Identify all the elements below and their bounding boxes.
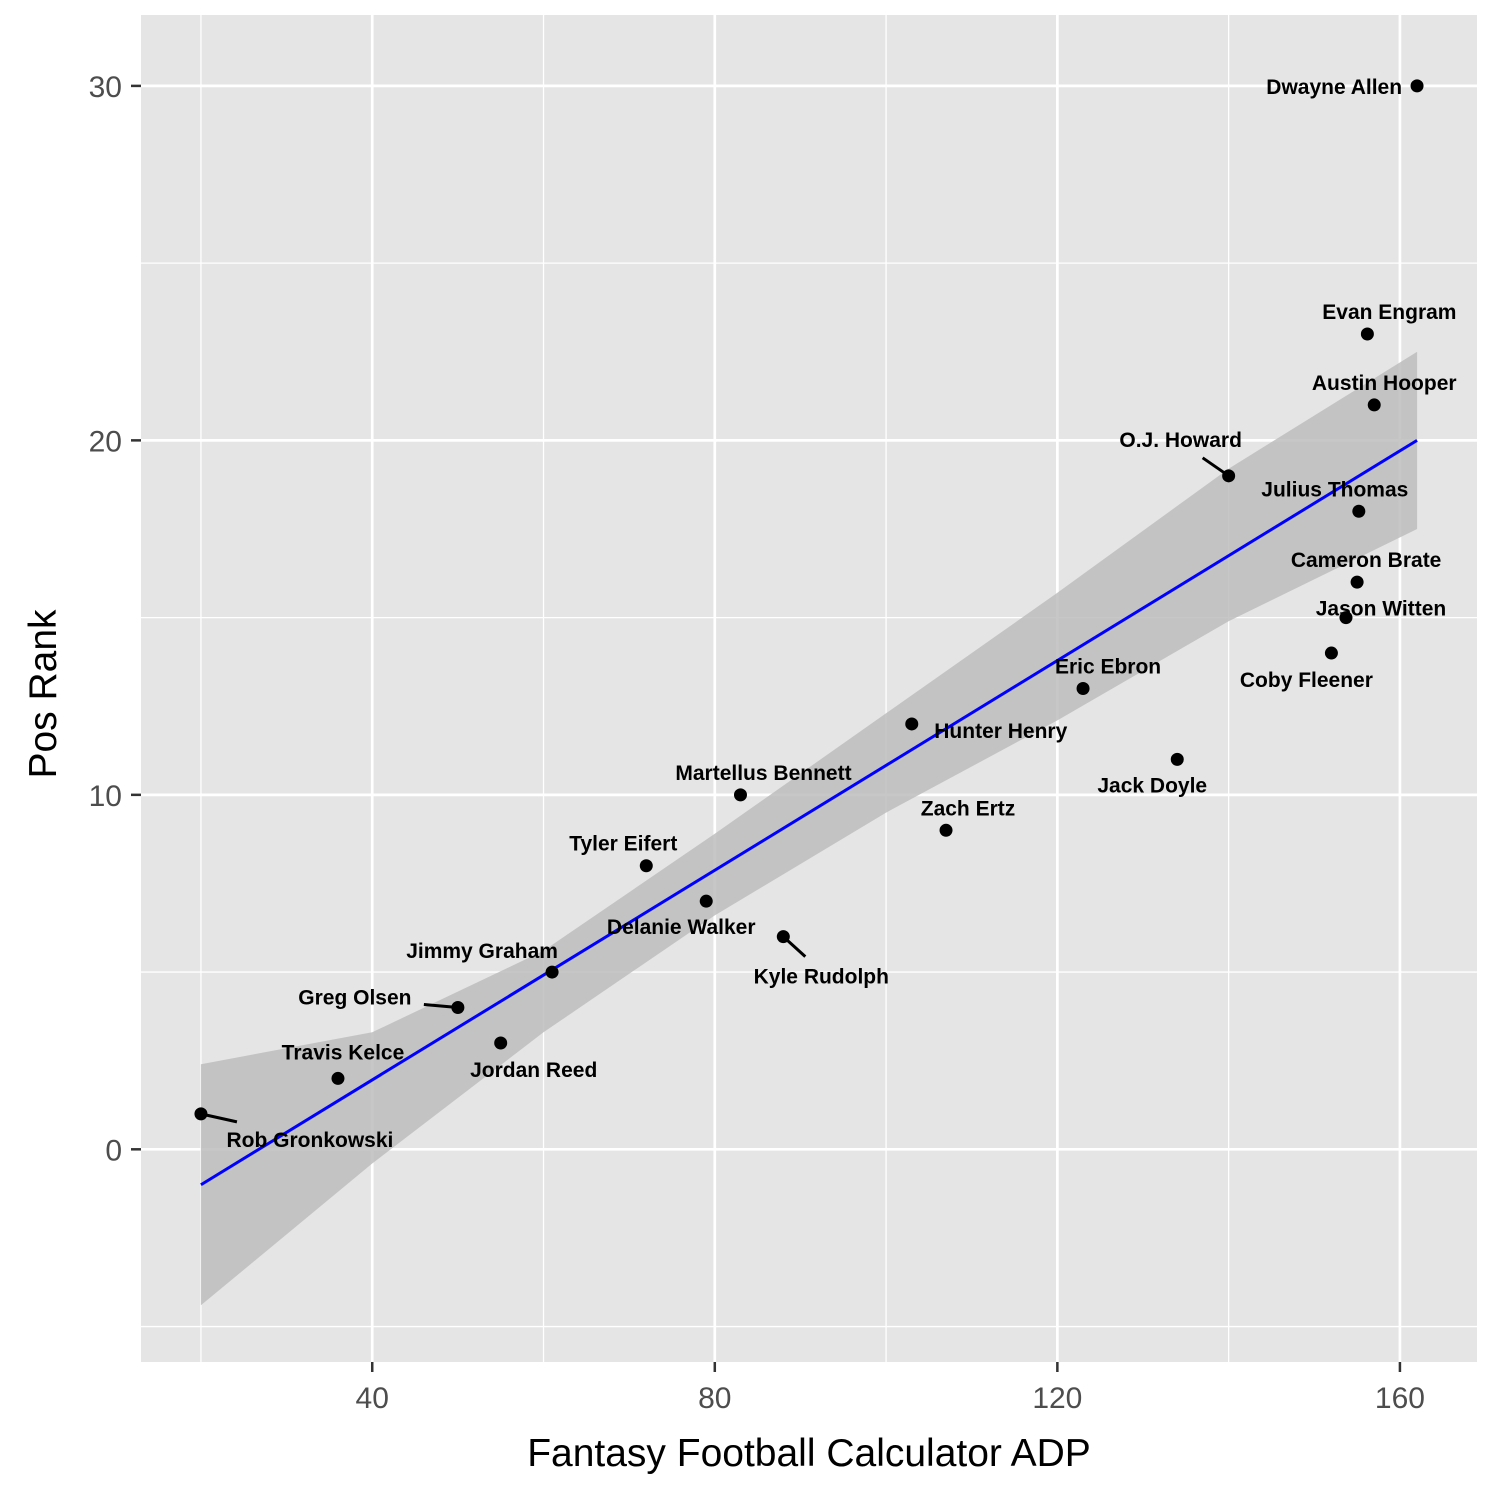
point-label: Tyler Eifert (569, 833, 677, 856)
point-label: Julius Thomas (1261, 478, 1408, 501)
data-point (1360, 327, 1374, 341)
y-tick-label: 20 (89, 425, 122, 458)
data-point (1352, 504, 1366, 518)
data-point (639, 859, 653, 873)
x-tick-label: 120 (1032, 1382, 1082, 1415)
x-axis: 40 80 120 160 (356, 1362, 1425, 1415)
data-point (905, 717, 919, 731)
point-label: Greg Olsen (298, 987, 411, 1010)
data-point (1076, 682, 1090, 695)
x-tick-label: 160 (1375, 1382, 1425, 1415)
data-point (699, 894, 713, 908)
confidence-band-area (200, 351, 1418, 1306)
data-point (1170, 752, 1184, 766)
y-tick-label: 30 (89, 71, 122, 104)
data-point (1339, 611, 1353, 625)
data-point (1410, 79, 1424, 93)
data-point (494, 1036, 508, 1050)
point-label: Austin Hooper (1312, 372, 1457, 395)
confidence-band (200, 351, 1418, 1306)
point-label: Hunter Henry (934, 720, 1067, 743)
point-label: O.J. Howard (1119, 429, 1242, 452)
point-label: Cameron Brate (1291, 549, 1442, 572)
y-tick-label: 10 (89, 780, 122, 813)
point-label: Rob Gronkowski (227, 1129, 394, 1152)
data-point (776, 930, 790, 944)
data-point (194, 1107, 208, 1121)
x-tick-label: 80 (698, 1382, 731, 1415)
regression-line (200, 439, 1418, 1187)
point-label: Coby Fleener (1240, 669, 1373, 692)
data-point (451, 1001, 465, 1015)
point-labels: Rob Gronkowski Travis Kelce Jordan Reed Gre… (227, 76, 1457, 1152)
x-tick-label: 40 (356, 1382, 389, 1415)
point-label: Jason Witten (1316, 598, 1447, 621)
point-label: Evan Engram (1322, 301, 1456, 324)
x-axis-title: Fantasy Football Calculator ADP (527, 1432, 1091, 1475)
y-axis-title: Pos Rank (22, 609, 65, 779)
data-point (1324, 646, 1338, 660)
point-label: Travis Kelce (282, 1041, 405, 1064)
point-label: Delanie Walker (607, 916, 756, 939)
y-tick-label: 0 (105, 1134, 122, 1167)
point-label: Kyle Rudolph (754, 966, 889, 989)
data-point (331, 1071, 345, 1085)
point-label: Dwayne Allen (1266, 76, 1402, 99)
point-label: Jordan Reed (470, 1059, 597, 1082)
data-point (1367, 398, 1381, 412)
point-label: Zach Ertz (921, 797, 1016, 820)
data-point (939, 823, 953, 837)
y-axis: 0 10 20 30 (89, 71, 141, 1167)
point-label: Martellus Bennett (675, 762, 851, 785)
trend-line (200, 439, 1418, 1187)
point-label: Jack Doyle (1097, 774, 1207, 797)
point-label: Eric Ebron (1055, 656, 1161, 679)
data-point (1222, 469, 1236, 483)
data-point (733, 788, 747, 802)
data-point (545, 965, 559, 979)
point-label: Jimmy Graham (406, 940, 558, 963)
data-point (1350, 575, 1364, 589)
data-points (194, 79, 1424, 1121)
minor-gridlines (141, 15, 1477, 1362)
